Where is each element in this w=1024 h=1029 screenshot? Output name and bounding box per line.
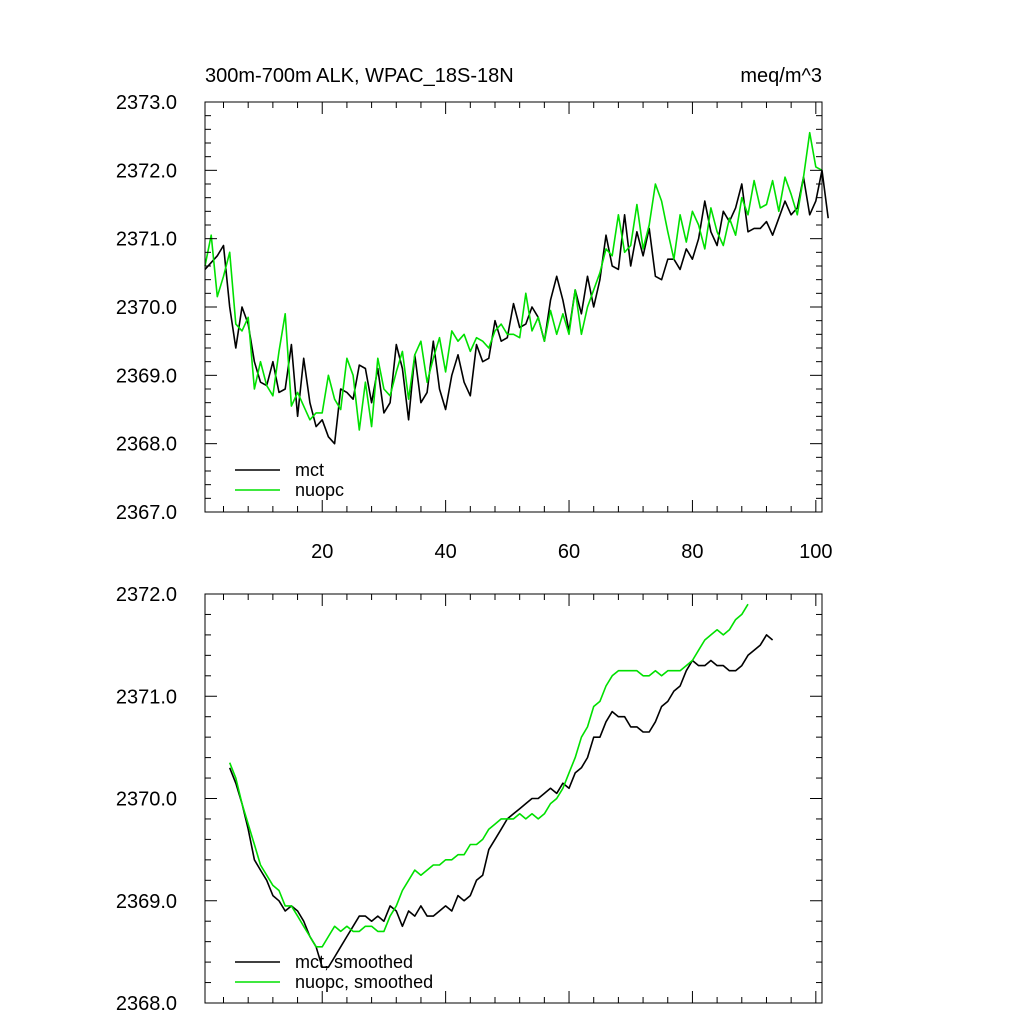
y-tick-label: 2371.0	[116, 229, 177, 251]
y-tick-label: 2367.0	[116, 502, 177, 524]
y-tick-label: 2372.0	[116, 160, 177, 182]
x-tick-label: 80	[681, 541, 703, 563]
y-tick-label: 2370.0	[116, 789, 177, 811]
chart-panel-2: 2368.0 2369.0 2370.0 2371.0 2372.0	[116, 584, 823, 1015]
series-line-nuopc-smoothed	[228, 603, 749, 948]
y-tick-label: 2372.0	[116, 584, 177, 606]
chart-panel-1: 2367.0 2368.0 2369.0 2370.0 2371.0 2372.0 2373…	[116, 92, 833, 563]
x-tick-label: 40	[435, 541, 457, 563]
x-tick-label: 100	[799, 541, 832, 563]
chart-title: 300m-700m ALK, WPAC_18S-18N	[205, 65, 514, 87]
series-line-mct-smoothed	[228, 634, 774, 969]
legend-label-nuopc: nuopc	[295, 480, 344, 500]
y-tick-label: 2370.0	[116, 297, 177, 319]
y-tick-label: 2373.0	[116, 92, 177, 114]
plot-frame	[204, 593, 823, 1004]
y-tick-label: 2368.0	[116, 434, 177, 456]
series-line-nuopc	[204, 131, 823, 431]
series-line-mct	[204, 169, 829, 445]
legend-label-mct: mct	[295, 460, 324, 480]
legend-label-mct-smoothed: mct, smoothed	[295, 952, 413, 972]
x-tick-label: 60	[558, 541, 580, 563]
chart-units: meq/m^3	[740, 65, 822, 87]
y-tick-label: 2369.0	[116, 365, 177, 387]
y-tick-label: 2371.0	[116, 686, 177, 708]
x-tick-label: 20	[311, 541, 333, 563]
y-tick-label: 2368.0	[116, 993, 177, 1015]
legend-label-nuopc-smoothed: nuopc, smoothed	[295, 972, 433, 992]
y-tick-label: 2369.0	[116, 891, 177, 913]
